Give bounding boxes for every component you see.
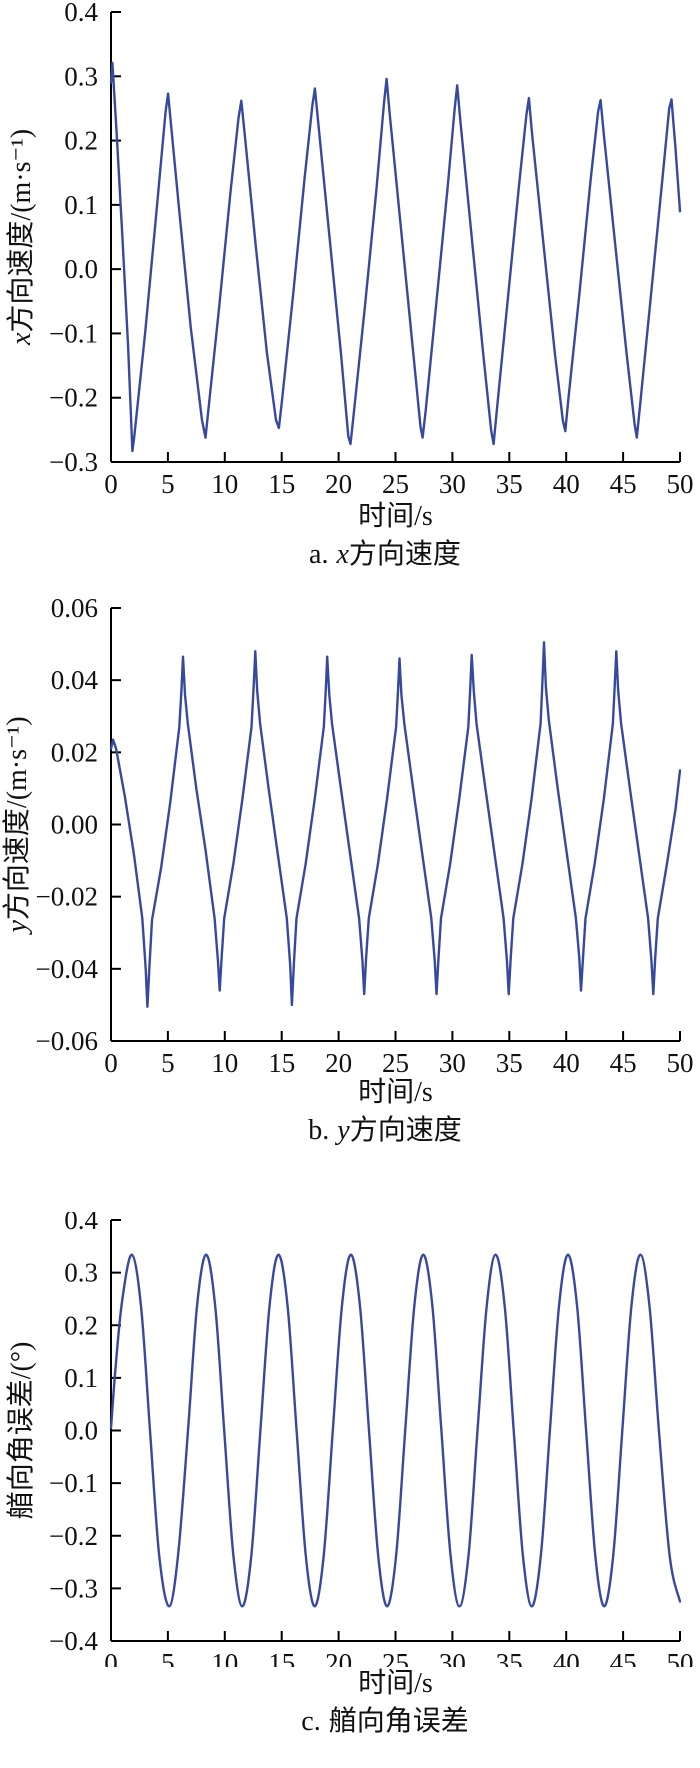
svg-text:20: 20	[325, 469, 352, 499]
svg-text:−0.2: −0.2	[49, 1521, 98, 1551]
svg-text:10: 10	[211, 1648, 238, 1667]
chart-a-xlabel: 时间/s	[358, 501, 433, 532]
chart-c-canvas: −0.4 −0.3 −0.2 −0.1 0.0 0.1 0.2 0.3 0.4 0 5 10 15 20 2…	[5, 1212, 694, 1667]
svg-text:40: 40	[553, 1048, 580, 1076]
svg-text:0.0: 0.0	[64, 1416, 98, 1446]
svg-text:0.00: 0.00	[51, 810, 98, 840]
svg-text:−0.06: −0.06	[36, 1026, 98, 1056]
chart-a-caption-italic: x	[336, 539, 349, 570]
svg-text:45: 45	[610, 469, 637, 499]
svg-text:−0.3: −0.3	[49, 1573, 98, 1603]
svg-text:45: 45	[610, 1648, 637, 1667]
svg-text:−0.2: −0.2	[49, 383, 98, 413]
chart-a-caption-text: 方向速度	[348, 539, 461, 570]
svg-text:20: 20	[325, 1648, 352, 1667]
svg-text:艏向角误差/(°): 艏向角误差/(°)	[5, 1342, 37, 1520]
chart-c-caption-letter: c.	[301, 1706, 321, 1737]
svg-text:45: 45	[610, 1048, 637, 1076]
svg-text:10: 10	[211, 1048, 238, 1076]
svg-text:0: 0	[104, 1048, 118, 1076]
chart-block-c: −0.4 −0.3 −0.2 −0.1 0.0 0.1 0.2 0.3 0.4 0 5 10 15 20 2…	[0, 1212, 700, 1743]
svg-text:25: 25	[382, 1648, 409, 1667]
svg-text:0.3: 0.3	[64, 1258, 98, 1288]
chart-a-canvas: −0.3 −0.2 −0.1 0.0 0.1 0.2 0.3 0.4 0 5 10 15 20 25 30 3…	[5, 0, 694, 499]
svg-text:0.3: 0.3	[64, 61, 98, 91]
svg-text:−0.3: −0.3	[49, 447, 98, 477]
svg-text:15: 15	[268, 1048, 295, 1076]
svg-text:40: 40	[553, 1648, 580, 1667]
svg-text:35: 35	[496, 469, 523, 499]
chart-b-canvas: −0.06 −0.04 −0.02 0.00 0.02 0.04 0.06 0 5 10 15 20 2…	[1, 598, 694, 1076]
svg-text:15: 15	[268, 469, 295, 499]
svg-text:0.02: 0.02	[51, 737, 98, 767]
svg-text:50: 50	[667, 1648, 694, 1667]
svg-text:15: 15	[268, 1648, 295, 1667]
svg-text:0.4: 0.4	[64, 0, 98, 27]
svg-text:25: 25	[382, 469, 409, 499]
chart-a-caption-letter: a.	[309, 539, 329, 570]
svg-text:5: 5	[161, 1648, 175, 1667]
svg-text:30: 30	[439, 1048, 466, 1076]
svg-text:0.06: 0.06	[51, 598, 98, 623]
svg-text:0.2: 0.2	[64, 126, 98, 156]
chart-c-caption-text: 艏向角误差	[328, 1706, 469, 1737]
svg-text:−0.04: −0.04	[36, 954, 99, 984]
chart-a-caption: a. x方向速度	[90, 534, 680, 576]
chart-c-caption: c. 艏向角误差	[90, 1701, 680, 1743]
svg-text:0.0: 0.0	[64, 254, 98, 284]
svg-text:−0.1: −0.1	[49, 318, 98, 348]
svg-text:35: 35	[496, 1048, 523, 1076]
svg-text:40: 40	[553, 469, 580, 499]
svg-text:−0.1: −0.1	[49, 1468, 98, 1498]
chart-b-caption: b. y方向速度	[90, 1110, 680, 1152]
chart-c-xlabel: 时间/s	[358, 1668, 433, 1699]
chart-b-caption-text: 方向速度	[349, 1115, 462, 1146]
svg-text:0: 0	[104, 469, 118, 499]
svg-text:0.4: 0.4	[64, 1212, 98, 1235]
chart-block-b: −0.06 −0.04 −0.02 0.00 0.02 0.04 0.06 0 5 10 15 20 2…	[0, 598, 700, 1152]
chart-b-caption-italic: y	[337, 1115, 350, 1146]
svg-text:0.2: 0.2	[64, 1310, 98, 1340]
svg-text:20: 20	[325, 1048, 352, 1076]
chart-b-xlabel: 时间/s	[358, 1077, 433, 1108]
svg-text:30: 30	[439, 469, 466, 499]
svg-text:0.04: 0.04	[51, 665, 99, 695]
chart-block-a: −0.3 −0.2 −0.1 0.0 0.1 0.2 0.3 0.4 0 5 10 15 20 25 30 3…	[0, 0, 700, 576]
svg-text:50: 50	[667, 1048, 694, 1076]
svg-text:0.1: 0.1	[64, 1363, 98, 1393]
svg-text:25: 25	[382, 1048, 409, 1076]
svg-text:5: 5	[161, 469, 175, 499]
svg-text:0: 0	[104, 1648, 118, 1667]
svg-text:−0.4: −0.4	[49, 1626, 98, 1656]
svg-text:5: 5	[161, 1048, 175, 1076]
svg-text:35: 35	[496, 1648, 523, 1667]
svg-text:−0.02: −0.02	[36, 882, 98, 912]
chart-b-caption-letter: b.	[308, 1115, 330, 1146]
svg-text:50: 50	[667, 469, 694, 499]
svg-text:10: 10	[211, 469, 238, 499]
svg-text:x方向速度/(m·s⁻¹): x方向速度/(m·s⁻¹)	[5, 129, 37, 346]
svg-text:y方向速度/(m·s⁻¹): y方向速度/(m·s⁻¹)	[1, 716, 33, 935]
svg-text:30: 30	[439, 1648, 466, 1667]
svg-text:0.1: 0.1	[64, 190, 98, 220]
